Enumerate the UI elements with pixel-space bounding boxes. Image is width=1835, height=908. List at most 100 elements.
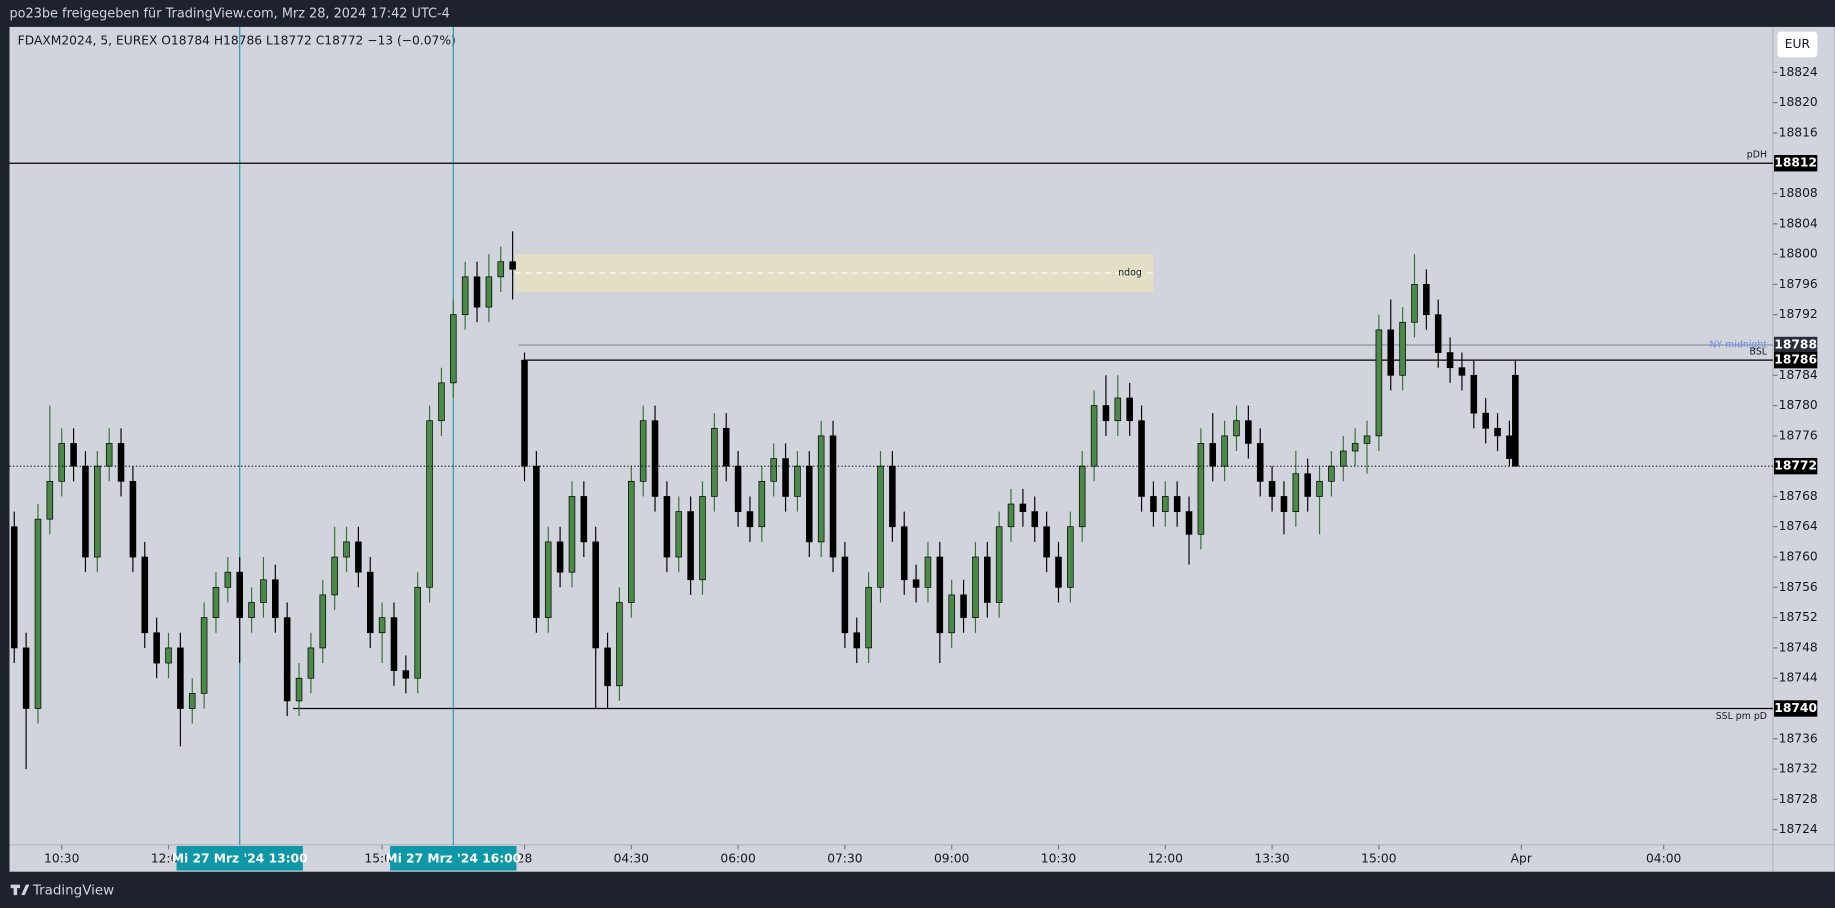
y-tick-label: 18820 (1779, 95, 1818, 109)
y-tick-label: 18804 (1779, 216, 1818, 230)
candle-body (177, 647, 184, 709)
candle-body (687, 511, 694, 581)
candle-body (1067, 526, 1074, 588)
y-tick-label: 18784 (1779, 368, 1818, 382)
candle-body (1280, 496, 1288, 512)
candle-body (58, 443, 65, 482)
line-label: SSL pm pD (1716, 711, 1767, 722)
chart-background (9, 26, 1835, 872)
x-tick-label: 10:30 (44, 851, 79, 865)
candle-body (1387, 329, 1395, 376)
candle-body (972, 556, 979, 618)
candle-body (1375, 329, 1383, 437)
candle-body (1007, 503, 1015, 528)
price-box (1774, 155, 1818, 172)
candle-body (853, 632, 861, 649)
x-tick-label: 12:00 (1148, 851, 1183, 865)
y-tick-label: 18796 (1779, 277, 1818, 291)
x-tick-label: Apr (1511, 851, 1533, 865)
candle-body (746, 511, 754, 528)
crosshair-time-box (390, 845, 517, 871)
candle-body (1340, 450, 1347, 467)
candle-body (461, 276, 469, 316)
candle-body (1126, 397, 1133, 422)
currency-button[interactable] (1777, 31, 1818, 58)
y-tick-label: 18756 (1779, 580, 1818, 594)
candle-body (1446, 352, 1454, 369)
candle-body (960, 594, 967, 618)
candle-body (141, 556, 149, 634)
candle-body (521, 359, 528, 467)
candle-body (94, 465, 101, 558)
price-box-label: 18788 (1774, 337, 1817, 351)
candle-body (1173, 496, 1181, 512)
y-tick-label: 18748 (1779, 640, 1818, 654)
candle-body (355, 541, 362, 573)
price-box-label: 18786 (1774, 353, 1817, 367)
candle-body (568, 496, 576, 573)
candle-body (1055, 556, 1062, 588)
candle-body (1423, 284, 1430, 316)
candle-body (1292, 473, 1300, 512)
candle-body (1138, 420, 1145, 497)
candle-body (984, 556, 991, 603)
candle-body (841, 556, 849, 634)
x-tick-label: 10:30 (1041, 851, 1076, 865)
candle-body (378, 617, 386, 634)
y-tick-label: 18752 (1779, 610, 1818, 624)
candle-body (580, 496, 588, 543)
candle-body (188, 693, 196, 709)
candle-body (782, 458, 789, 497)
y-tick-label: 18736 (1779, 731, 1818, 745)
candle-body (1470, 374, 1478, 414)
candle-body (924, 556, 932, 588)
candle-body (829, 435, 837, 558)
candle-body (1031, 511, 1039, 528)
candle-body (639, 420, 647, 482)
candle-body (343, 541, 350, 558)
candle-body (556, 541, 564, 573)
candle-body (1197, 443, 1205, 535)
candle-body (1209, 443, 1217, 467)
line-label: NY midnight (1710, 339, 1768, 350)
candle-body (604, 647, 611, 687)
candle-body (414, 586, 421, 679)
candle-body (307, 647, 315, 679)
candle-body (283, 617, 291, 702)
footer-brand: TradingView (32, 883, 114, 898)
candle-body (1256, 443, 1264, 482)
candle-body (497, 261, 505, 278)
candle-body (1150, 496, 1157, 512)
candle-body (319, 594, 327, 649)
candle-body (165, 647, 172, 664)
candle-body (153, 632, 160, 664)
x-tick-label: 28 (517, 851, 533, 865)
candle-body (900, 526, 908, 581)
candle-body (1434, 314, 1442, 353)
candle-body (1185, 511, 1193, 535)
candle-body (711, 427, 718, 497)
currency-label[interactable]: EUR (1785, 37, 1811, 51)
candle-body (817, 435, 825, 543)
x-tick-label: 15:00 (1361, 851, 1396, 865)
candle-body (34, 518, 42, 709)
candle-body (889, 465, 896, 528)
candle-body (1363, 435, 1371, 444)
y-tick-label: 18760 (1779, 550, 1818, 564)
y-tick-label: 18800 (1779, 247, 1818, 261)
candle-body (248, 602, 255, 618)
candle-body (485, 276, 493, 308)
candle-body (70, 443, 77, 467)
header-title: po23be freigegeben für TradingView.com, … (10, 7, 450, 22)
y-tick-label: 18768 (1779, 489, 1818, 503)
crosshair-time-box (176, 845, 303, 871)
candle-body (331, 556, 338, 596)
candle-body (1245, 420, 1252, 444)
candle-body (806, 465, 813, 543)
price-box (1774, 457, 1818, 475)
y-tick-label: 18824 (1779, 65, 1818, 79)
candle-body (865, 586, 872, 649)
y-tick-label: 18728 (1779, 792, 1818, 806)
